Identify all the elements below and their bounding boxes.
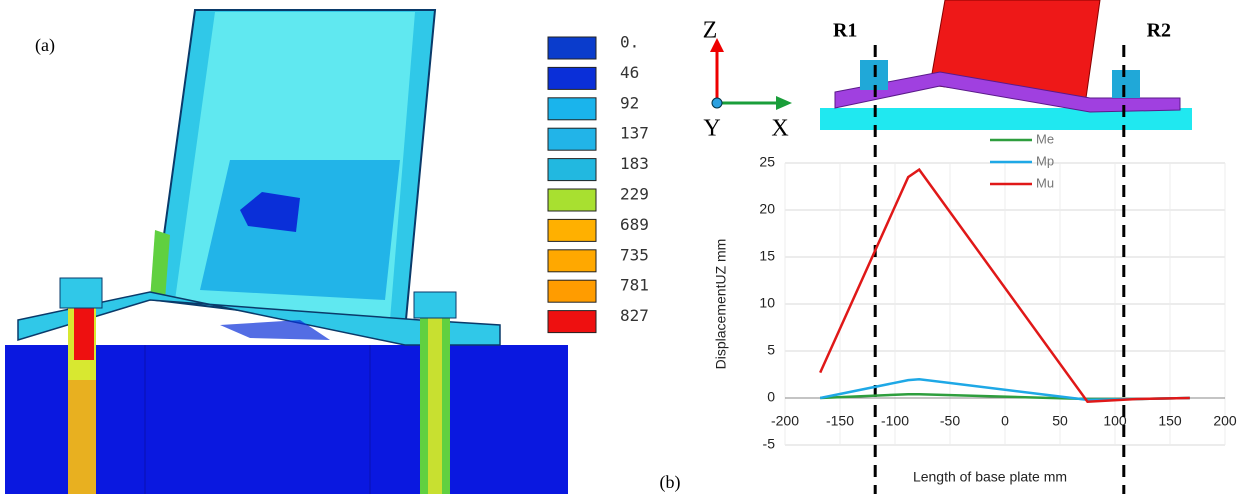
fe-model bbox=[5, 9, 568, 494]
legend-label: 781 bbox=[620, 276, 649, 295]
y-tick-label: 20 bbox=[759, 201, 775, 217]
legend-swatch bbox=[547, 97, 597, 121]
legend-label: 827 bbox=[620, 306, 649, 325]
x-tick-label: -50 bbox=[940, 413, 960, 429]
legend-label: Mu bbox=[1036, 175, 1054, 190]
legend-swatch bbox=[547, 66, 597, 90]
legend-swatch bbox=[547, 310, 597, 334]
legend-swatch bbox=[547, 188, 597, 212]
panel-label: (a) bbox=[35, 35, 55, 56]
y-tick-label: 0 bbox=[767, 389, 775, 405]
legend-label: 92 bbox=[620, 93, 639, 112]
y-axis-label: DisplacementUZ mm bbox=[713, 239, 729, 370]
legend-swatch bbox=[547, 279, 597, 303]
x-tick-label: 0 bbox=[1001, 413, 1009, 429]
legend-swatch bbox=[547, 127, 597, 151]
legend-label: 46 bbox=[620, 63, 639, 82]
axis-letter: Y bbox=[703, 116, 720, 142]
contour-legend: 0. 46 92 137 183 229 689 735 781 827 bbox=[547, 33, 649, 334]
legend-label: Me bbox=[1036, 131, 1054, 146]
legend-label: 229 bbox=[620, 185, 649, 204]
legend-swatch bbox=[547, 158, 597, 182]
x-axis-label: Length of base plate mm bbox=[913, 469, 1067, 485]
legend-label: Mp bbox=[1036, 153, 1054, 168]
schematic bbox=[710, 0, 1192, 130]
y-tick-label: 5 bbox=[767, 342, 775, 358]
legend-label: 735 bbox=[620, 245, 649, 264]
x-tick-label: -200 bbox=[771, 413, 799, 429]
y-tick-label: 10 bbox=[759, 295, 775, 311]
legend-label: 689 bbox=[620, 215, 649, 234]
reference-label: R1 bbox=[833, 20, 857, 42]
y-tick-label: 25 bbox=[759, 154, 775, 170]
reference-label: R2 bbox=[1147, 20, 1171, 42]
legend-label: 0. bbox=[620, 33, 639, 52]
legend-swatch bbox=[547, 249, 597, 273]
x-tick-label: 200 bbox=[1213, 413, 1237, 429]
legend-label: 183 bbox=[620, 154, 649, 173]
axis-letter: X bbox=[771, 116, 788, 142]
legend-swatch bbox=[547, 218, 597, 242]
legend-swatch bbox=[547, 36, 597, 60]
data-line bbox=[819, 167, 1190, 404]
panel-label: (b) bbox=[660, 472, 681, 493]
x-tick-label: 100 bbox=[1103, 413, 1127, 429]
x-tick-label: 150 bbox=[1158, 413, 1182, 429]
y-tick-label: -5 bbox=[763, 436, 776, 452]
y-tick-label: 15 bbox=[759, 248, 775, 264]
legend-label: 137 bbox=[620, 124, 649, 143]
x-tick-label: 50 bbox=[1052, 413, 1068, 429]
axis-letter: Z bbox=[703, 18, 718, 44]
x-tick-label: -150 bbox=[826, 413, 854, 429]
x-tick-label: -100 bbox=[881, 413, 909, 429]
